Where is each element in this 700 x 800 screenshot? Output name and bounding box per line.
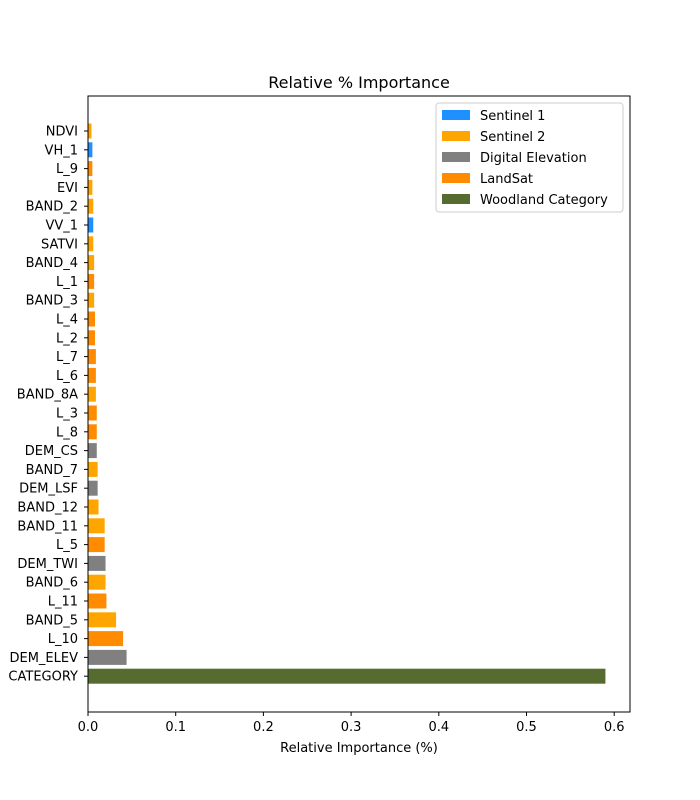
bar-band_7 (88, 461, 98, 477)
legend-label: Sentinel 1 (480, 109, 545, 124)
y-tick-label: L_7 (56, 350, 78, 365)
legend-label: LandSat (480, 172, 533, 187)
y-tick-label: NDVI (46, 125, 78, 140)
y-tick-label: L_4 (56, 313, 78, 328)
bar-l_9 (88, 161, 93, 177)
bar-l_8 (88, 424, 97, 440)
bar-band_2 (88, 198, 94, 214)
bar-band_6 (88, 574, 106, 590)
x-tick-label: 0.5 (516, 720, 537, 735)
y-tick-label: BAND_6 (26, 576, 78, 591)
legend-swatch (442, 152, 470, 162)
x-axis-label: Relative Importance (%) (280, 741, 438, 756)
y-tick-label: L_5 (56, 538, 78, 553)
bar-l_3 (88, 405, 97, 421)
y-tick-label: L_10 (48, 632, 78, 647)
x-tick-label: 0.0 (78, 720, 99, 735)
x-axis: 0.0 0.1 0.2 0.3 0.4 0.5 0.6 (78, 712, 625, 735)
bar-dem_twi (88, 555, 106, 571)
bar-l_7 (88, 349, 96, 365)
bar-ndvi (88, 123, 92, 139)
y-tick-label: VH_1 (45, 143, 78, 158)
y-tick-label: BAND_11 (17, 519, 78, 534)
y-tick-label: EVI (57, 181, 78, 196)
y-tick-label: BAND_2 (26, 200, 78, 215)
bar-band_3 (88, 292, 95, 308)
bar-dem_elev (88, 649, 127, 665)
bar-l_5 (88, 537, 105, 553)
bar-l_4 (88, 311, 96, 327)
bars-layer (88, 123, 606, 684)
y-tick-label: L_2 (56, 331, 78, 346)
y-axis: NDVI VH_1 L_9 EVI BAND_2 VV_1 SATVI BAND_4 L_1 BA… (8, 125, 88, 685)
bar-l_6 (88, 367, 96, 383)
legend-label: Digital Elevation (480, 151, 587, 166)
x-tick-label: 0.2 (253, 720, 274, 735)
y-tick-label: L_11 (48, 595, 78, 610)
legend-label: Woodland Category (480, 193, 608, 208)
plot-frame (87, 95, 631, 713)
y-tick-label: BAND_3 (26, 294, 78, 309)
x-tick-label: 0.4 (428, 720, 449, 735)
y-tick-label: BAND_5 (26, 613, 78, 628)
legend-swatch (442, 110, 470, 120)
y-tick-label: L_9 (56, 162, 78, 177)
legend-label: Sentinel 2 (480, 130, 545, 145)
bar-l_10 (88, 631, 124, 647)
bar-category (88, 668, 606, 684)
bar-vh_1 (88, 142, 93, 158)
y-tick-label: SATVI (41, 237, 78, 252)
legend-swatch (442, 194, 470, 204)
y-tick-label: BAND_7 (26, 463, 78, 478)
chart-title: Relative % Importance (268, 73, 450, 92)
x-tick-label: 0.3 (341, 720, 362, 735)
y-tick-label: L_1 (56, 275, 78, 290)
x-tick-label: 0.1 (165, 720, 186, 735)
y-tick-label: DEM_LSF (19, 482, 78, 497)
legend-box (435, 102, 624, 213)
bar-band_4 (88, 255, 95, 271)
bar-band_5 (88, 612, 117, 628)
bar-dem_lsf (88, 480, 98, 496)
y-tick-label: DEM_ELEV (9, 651, 78, 666)
x-tick-label: 0.6 (604, 720, 625, 735)
y-tick-label: L_3 (56, 407, 78, 422)
bar-l_11 (88, 593, 107, 609)
y-tick-label: BAND_8A (17, 388, 78, 403)
y-tick-label: DEM_TWI (17, 557, 78, 572)
y-tick-label: BAND_4 (26, 256, 78, 271)
legend: Sentinel 1 Sentinel 2 Digital Elevation Lan… (435, 102, 624, 213)
y-tick-label: BAND_12 (17, 501, 78, 516)
bar-l_1 (88, 273, 95, 289)
y-tick-label: DEM_CS (25, 444, 78, 459)
legend-swatch (442, 173, 470, 183)
bar-band_11 (88, 518, 105, 534)
y-tick-label: L_6 (56, 369, 78, 384)
y-tick-label: CATEGORY (8, 670, 78, 685)
bar-satvi (88, 236, 94, 252)
y-tick-label: VV_1 (45, 219, 78, 234)
bar-dem_cs (88, 443, 97, 459)
bar-band_12 (88, 499, 99, 515)
legend-swatch (442, 131, 470, 141)
bar-band_8a (88, 386, 96, 402)
y-tick-label: L_8 (56, 425, 78, 440)
bar-l_2 (88, 330, 96, 346)
bar-vv_1 (88, 217, 94, 233)
bar-evi (88, 179, 93, 195)
